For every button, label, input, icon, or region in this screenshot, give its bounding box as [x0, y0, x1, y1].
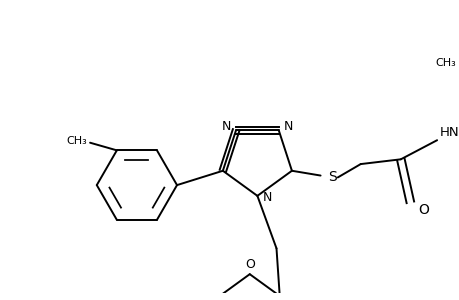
Text: O: O	[417, 203, 428, 217]
Text: S: S	[328, 170, 336, 184]
Text: HN: HN	[439, 126, 459, 139]
Text: O: O	[244, 258, 254, 271]
Text: N: N	[283, 120, 292, 133]
Text: N: N	[262, 191, 271, 204]
Text: CH₃: CH₃	[66, 136, 87, 146]
Text: CH₃: CH₃	[434, 58, 455, 68]
Text: N: N	[221, 120, 231, 133]
